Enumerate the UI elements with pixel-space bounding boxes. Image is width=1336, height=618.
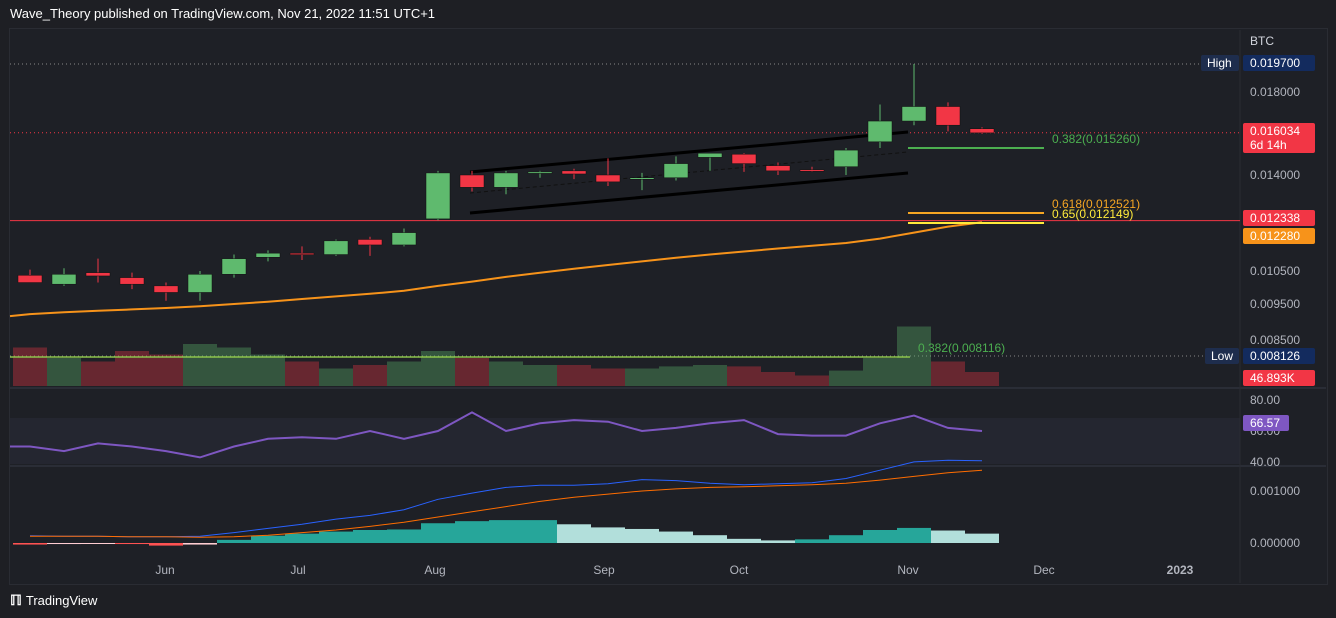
open-value: 0.016232 [235, 36, 286, 50]
tradingview-brand: TradingView [25, 593, 98, 608]
tradingview-logo-icon: ℿ [10, 592, 22, 608]
chart-frame[interactable] [9, 28, 1328, 585]
chart-legend: Binance Coin / Bitcoin, 1W, BINANCE O0.0… [18, 36, 596, 50]
symbol-label: Binance Coin / Bitcoin, 1W, BINANCE [18, 36, 220, 50]
low-value: 0.015981 [364, 36, 415, 50]
footer: ℿ TradingView [10, 592, 97, 609]
high-label: H [292, 36, 301, 50]
change-value: −0.000201 (−1.24%) [486, 36, 596, 50]
close-label: C [421, 36, 430, 50]
published-header: Wave_Theory published on TradingView.com… [10, 6, 436, 21]
close-value: 0.016034 [429, 36, 480, 50]
high-value: 0.016298 [300, 36, 351, 50]
